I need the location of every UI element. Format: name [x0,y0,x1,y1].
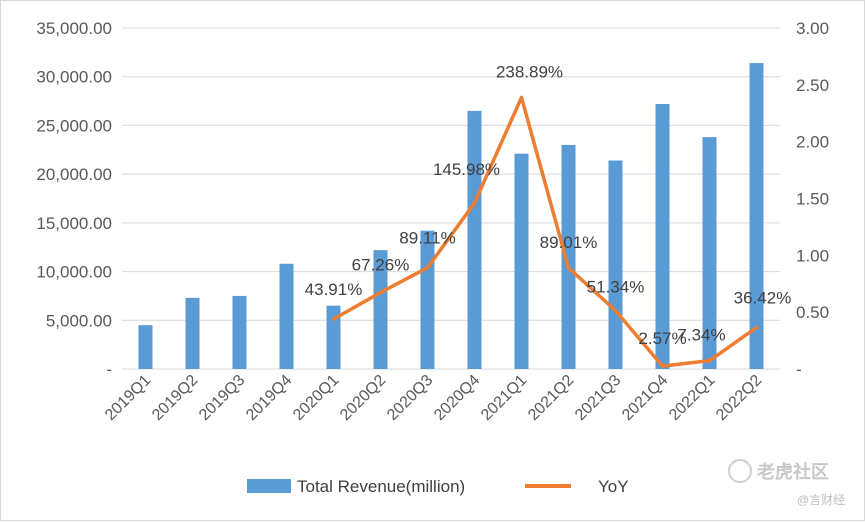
yoy-data-label: 2.57% [638,329,686,348]
y-left-tick-label: 10,000.00 [36,263,112,282]
y-left-tick-label: 5,000.00 [46,311,112,330]
revenue-bar [749,63,764,370]
revenue-bar [279,263,294,369]
revenue-bar [561,144,576,369]
x-tick-label: 2019Q1 [102,372,154,424]
x-tick-label: 2020Q1 [290,372,342,424]
y-left-tick-label: 30,000.00 [36,68,112,87]
y-right-tick-label: 2.50 [796,76,829,95]
y-right-tick-label: - [796,360,802,379]
x-tick-label: 2020Q4 [431,372,483,424]
x-tick-label: 2021Q4 [619,372,671,424]
y-left-tick-label: 20,000.00 [36,165,112,184]
revenue-bar [702,137,717,369]
yoy-data-label: 89.11% [399,229,455,248]
y-right-tick-label: 0.50 [796,303,829,322]
yoy-data-label: 145.98% [433,160,500,179]
revenue-bar [138,325,153,369]
revenue-bar [514,153,529,369]
revenue-bar [467,110,482,370]
yoy-data-label: 238.89% [496,62,563,81]
revenue-bar [185,297,200,369]
x-tick-label: 2020Q2 [337,372,389,424]
yoy-data-label: 51.34% [587,278,645,297]
revenue-bar [373,250,388,369]
x-tick-label: 2021Q3 [572,372,624,424]
yoy-data-label: 89.01% [540,233,598,252]
yoy-line [331,95,759,368]
watermark-sub: @言财经 [797,493,845,507]
watermark-logo-icon [728,459,752,483]
y-left-tick-label: - [106,360,112,379]
y-right-tick-label: 2.00 [796,133,829,152]
x-tick-label: 2022Q2 [713,372,765,424]
watermark-brand: 老虎社区 [757,461,829,482]
yoy-data-label: 67.26% [352,256,410,275]
y-right-tick-label: 3.00 [796,19,829,38]
y-right-tick-label: 1.50 [796,190,829,209]
revenue-bar [326,305,341,369]
legend-revenue-label: Total Revenue(million) [297,477,465,496]
x-tick-label: 2019Q2 [149,372,201,424]
x-tick-label: 2019Q3 [196,372,248,424]
yoy-data-label: 36.42% [734,289,792,308]
y-left-tick-label: 25,000.00 [36,116,112,135]
y-right-tick-label: 1.00 [796,246,829,265]
y-left-tick-label: 35,000.00 [36,19,112,38]
x-tick-label: 2020Q3 [384,372,436,424]
x-tick-label: 2021Q2 [525,372,577,424]
legend-bar-swatch [247,479,291,493]
x-tick-label: 2022Q1 [666,372,718,424]
legend-yoy-label: YoY [598,477,629,496]
yoy-data-label: 7.34% [677,326,725,345]
x-tick-label: 2019Q4 [243,372,295,424]
revenue-bar [232,295,247,369]
yoy-data-label: 43.91% [305,280,363,299]
revenue-bar [655,103,670,369]
x-tick-label: 2021Q1 [478,372,530,424]
y-left-tick-label: 15,000.00 [36,214,112,233]
revenue-bar [420,230,435,369]
revenue-bar [608,160,623,369]
